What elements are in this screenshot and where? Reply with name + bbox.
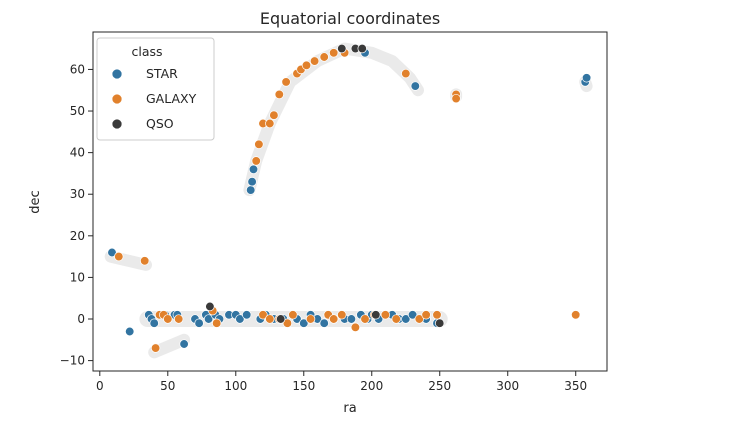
point-galaxy — [309, 56, 320, 66]
point-galaxy — [212, 318, 222, 328]
legend-label-star: STAR — [146, 66, 178, 81]
points-layer — [107, 43, 592, 353]
point-star — [235, 314, 245, 324]
legend-label-qso: QSO — [146, 116, 174, 131]
point-galaxy — [163, 314, 173, 324]
legend-box — [96, 37, 215, 141]
legend-title: class — [131, 44, 162, 59]
plot-frame — [92, 31, 608, 372]
point-qso — [276, 314, 286, 324]
point-galaxy — [281, 77, 291, 87]
point-star — [299, 318, 309, 328]
y-tick-label: 20 — [70, 229, 85, 243]
point-qso — [337, 43, 347, 54]
point-galaxy — [432, 310, 442, 320]
point-star — [194, 318, 204, 328]
y-tick-label: 0 — [77, 312, 85, 326]
point-galaxy — [114, 251, 124, 262]
point-star — [346, 314, 357, 324]
point-galaxy — [265, 314, 275, 324]
point-galaxy — [391, 314, 401, 324]
point-star — [242, 310, 252, 320]
point-galaxy — [274, 89, 284, 100]
point-galaxy — [571, 310, 581, 320]
point-galaxy — [288, 310, 298, 320]
point-qso — [435, 318, 445, 328]
x-tick-label: 300 — [496, 379, 519, 393]
x-axis: 0 50 100 150 200 250 300 350 — [96, 371, 587, 393]
x-tick-label: 350 — [564, 379, 587, 393]
legend-label-galaxy: GALAXY — [146, 91, 197, 106]
point-galaxy — [254, 139, 264, 149]
series-qso — [205, 43, 445, 328]
x-tick-label: 100 — [224, 379, 247, 393]
x-tick-label: 250 — [428, 379, 451, 393]
x-axis-label: ra — [343, 401, 356, 416]
point-galaxy — [360, 314, 370, 324]
point-star — [581, 73, 592, 83]
y-tick-label: 30 — [70, 187, 85, 201]
point-qso — [357, 43, 367, 54]
legend-marker-galaxy — [111, 93, 123, 105]
point-star — [319, 318, 329, 328]
legend-marker-qso — [111, 118, 123, 130]
point-galaxy — [258, 310, 268, 320]
point-galaxy — [401, 68, 411, 79]
x-tick-label: 0 — [96, 379, 104, 393]
point-galaxy — [337, 310, 347, 320]
point-galaxy — [421, 310, 431, 320]
point-galaxy — [329, 314, 339, 324]
point-qso — [205, 301, 215, 312]
point-galaxy — [174, 314, 184, 324]
point-star — [246, 185, 256, 195]
point-galaxy — [451, 93, 461, 104]
point-galaxy — [301, 60, 312, 70]
point-galaxy — [282, 318, 293, 328]
point-galaxy — [350, 322, 361, 332]
y-axis: −10 0 10 20 30 40 50 60 — [60, 62, 93, 368]
x-tick-label: 50 — [160, 379, 175, 393]
point-galaxy — [269, 110, 279, 120]
y-tick-label: 50 — [70, 104, 85, 118]
point-galaxy — [329, 48, 339, 58]
point-star — [401, 314, 411, 324]
point-galaxy — [319, 52, 329, 62]
point-galaxy — [265, 118, 275, 129]
point-star — [107, 247, 117, 258]
x-tick-label: 200 — [360, 379, 383, 393]
point-galaxy — [251, 156, 261, 166]
legend-marker-star — [111, 68, 123, 80]
point-star — [410, 81, 420, 91]
point-star — [179, 339, 189, 349]
point-star — [407, 310, 418, 320]
chart-title: Equatorial coordinates — [260, 9, 440, 28]
point-galaxy — [414, 314, 424, 324]
y-tick-label: 60 — [70, 62, 85, 76]
x-tick-label: 150 — [292, 379, 315, 393]
y-tick-label: 40 — [70, 146, 85, 160]
point-qso — [371, 310, 381, 320]
point-star — [248, 164, 259, 174]
point-galaxy — [380, 310, 391, 320]
point-star — [203, 314, 214, 324]
y-axis-label: dec — [28, 190, 43, 213]
point-galaxy — [305, 314, 316, 324]
point-galaxy — [140, 256, 150, 266]
point-galaxy — [150, 343, 161, 353]
point-star — [125, 326, 135, 337]
point-star — [247, 177, 257, 187]
y-tick-label: 10 — [70, 270, 85, 284]
y-tick-label: −10 — [60, 354, 85, 368]
point-star — [149, 318, 159, 328]
legend: class STAR GALAXY QSO — [96, 37, 215, 141]
